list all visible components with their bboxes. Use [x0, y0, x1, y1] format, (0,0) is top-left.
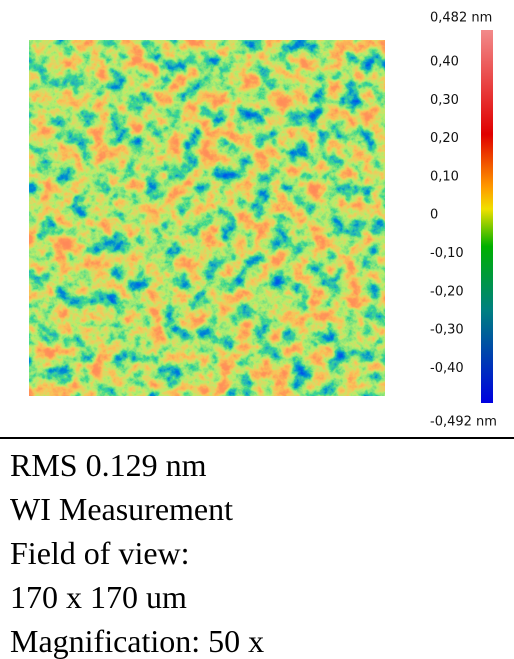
- caption-line: Field of view:: [10, 535, 190, 571]
- colorbar-tick-label: 0: [430, 208, 438, 223]
- caption-line: 170 x 170 um: [10, 579, 187, 615]
- caption-line: Magnification: 50 x: [10, 623, 265, 659]
- colorbar-tick-label: 0,30: [430, 93, 459, 108]
- colorbar-min: -0,492 nm: [430, 415, 497, 430]
- colorbar-tick-label: -0,10: [430, 246, 464, 261]
- surface-map: [29, 40, 385, 396]
- colorbar-tick-label: 0,40: [430, 55, 459, 70]
- figure: 0,482 nm -0,492 nm 0,40 0,30 0,20 0,10 0 -0,1…: [0, 11, 514, 439]
- colorbar-tick-label: -0,20: [430, 284, 464, 299]
- colorbar-tick-label: -0,40: [430, 361, 464, 376]
- colorbar-max: 0,482 nm: [430, 11, 492, 26]
- colorbar-tick-label: 0,10: [430, 169, 459, 184]
- caption-line: WI Measurement: [10, 491, 234, 527]
- caption-line: RMS 0.129 nm: [10, 447, 207, 483]
- colorbar: [481, 30, 493, 403]
- colorbar-tick-label: 0,20: [430, 131, 459, 146]
- colorbar-tick-label: -0,30: [430, 323, 464, 338]
